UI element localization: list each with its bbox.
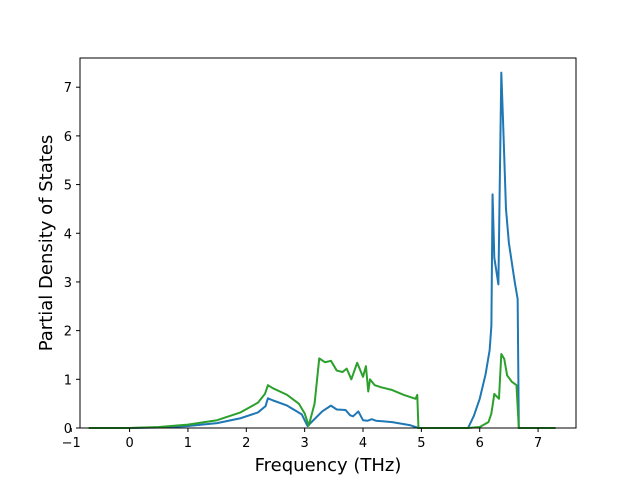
x-tick-label: −1 — [62, 436, 81, 451]
x-tick-label: 4 — [359, 436, 367, 451]
x-tick-label: 1 — [184, 436, 192, 451]
y-tick-label: 2 — [64, 325, 72, 340]
x-tick-label: 6 — [476, 436, 484, 451]
x-axis-label: Frequency (THz) — [255, 455, 402, 476]
x-tick-label: 5 — [417, 436, 425, 451]
y-tick-label: 1 — [64, 373, 72, 388]
y-tick-label: 6 — [64, 130, 72, 145]
x-axis-ticks: −1 0 1 2 3 4 5 6 7 — [62, 428, 542, 451]
y-axis-ticks: 0 1 2 3 4 5 6 7 — [64, 81, 80, 437]
y-tick-label: 7 — [64, 81, 72, 96]
x-tick-label: 3 — [301, 436, 309, 451]
y-tick-label: 3 — [64, 276, 72, 291]
y-tick-label: 0 — [64, 422, 72, 437]
series-line-1 — [88, 71, 556, 429]
x-tick-label: 2 — [242, 436, 250, 451]
x-tick-label: 0 — [125, 436, 133, 451]
y-tick-label: 5 — [64, 179, 72, 194]
y-axis-label: Partial Density of States — [36, 135, 57, 352]
series-line-2 — [88, 353, 556, 429]
plot-frame — [79, 57, 577, 429]
x-tick-label: 7 — [534, 436, 542, 451]
y-tick-label: 4 — [64, 227, 72, 242]
series-layer — [88, 71, 556, 429]
